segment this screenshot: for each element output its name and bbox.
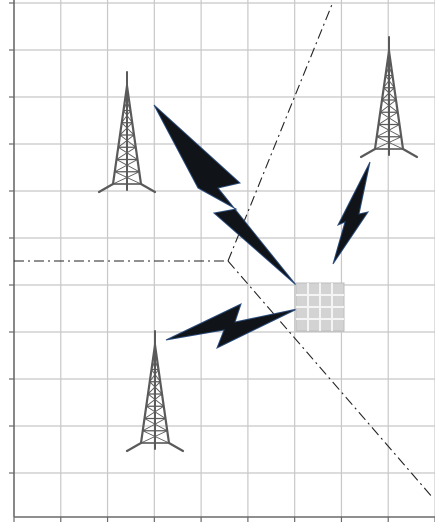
boundary-line-upper — [227, 1, 334, 262]
lightning-bolt-icon — [153, 104, 297, 286]
background-grid — [9, 0, 435, 522]
receiver-grid-lines — [296, 283, 344, 331]
cell-boundaries — [14, 1, 434, 499]
tower-bottom-left — [125, 330, 185, 453]
tower-top-right — [359, 36, 419, 159]
lightning-bolt-icon — [165, 303, 298, 350]
lightning-bolt-icon — [332, 161, 371, 265]
tower-top-left — [97, 71, 157, 194]
radio-towers — [97, 36, 419, 453]
signal-from-top-right — [332, 161, 371, 265]
signal-from-top-left — [153, 104, 297, 286]
signal-from-bottom-left — [165, 303, 298, 350]
receiver-grid — [295, 282, 345, 332]
boundary-line-lower — [227, 260, 434, 499]
